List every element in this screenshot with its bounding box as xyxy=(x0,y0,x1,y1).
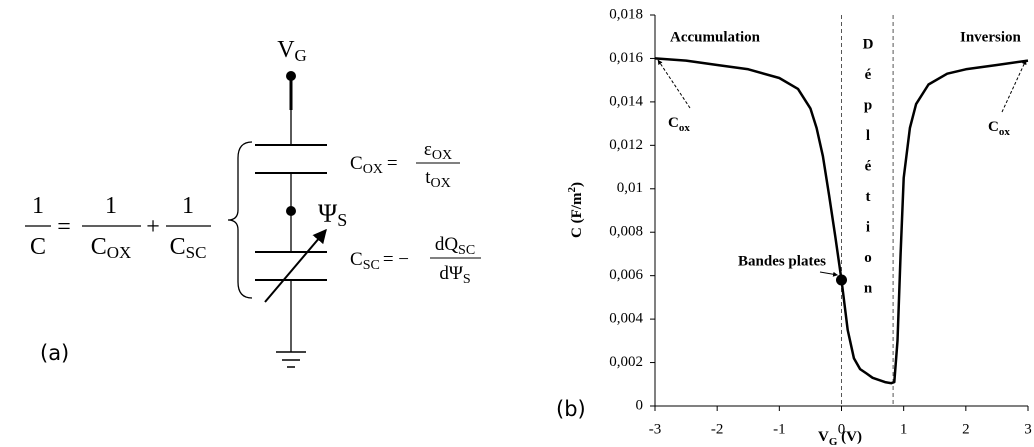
formula-text: CSC xyxy=(170,234,207,262)
annotation-letter: é xyxy=(865,158,872,174)
node xyxy=(286,206,296,216)
csc-eq: C xyxy=(350,249,363,270)
y-axis-label: C (F/m2) xyxy=(566,182,586,238)
annotation-letter: n xyxy=(864,280,873,296)
cox-eq: ε xyxy=(424,139,432,160)
y-tick-label: 0,004 xyxy=(609,311,643,327)
x-axis-label: VG (V) xyxy=(818,429,862,447)
cox-eq: C xyxy=(350,153,363,174)
annotation-letter: D xyxy=(863,36,874,52)
cox-eq: tOX xyxy=(425,167,451,191)
formula-text: COX xyxy=(91,234,132,262)
annotation: C xyxy=(988,119,999,135)
formula-text: C xyxy=(91,234,107,260)
csc-eq: dQSC xyxy=(435,234,475,258)
gate-sub: G xyxy=(295,46,307,65)
formula-text: 1 xyxy=(182,193,194,219)
cox-eq: t xyxy=(425,167,431,188)
variable-arrow xyxy=(264,228,327,303)
annotation-sub: ox xyxy=(679,122,691,134)
y-tick-label: 0,012 xyxy=(609,137,643,153)
cox-eq-sub: OX xyxy=(431,176,451,191)
x-axis-label-sub: G xyxy=(829,436,838,447)
csc-eq-sub: SC xyxy=(458,243,475,258)
x-tick-label: -3 xyxy=(649,421,662,437)
surface-label: Ψ xyxy=(318,199,338,228)
x-tick-label: 3 xyxy=(1024,421,1032,437)
cox-eq: εOX xyxy=(424,139,452,163)
panel-label: (a) xyxy=(40,341,69,365)
annotation-letter: p xyxy=(864,97,872,113)
y-axis-label-sup: 2 xyxy=(566,187,578,193)
cox-eq-sub: OX xyxy=(432,148,452,163)
formula-text: 1 xyxy=(105,193,117,219)
cox-eq: = xyxy=(387,153,398,174)
csc-eq: CSC = − xyxy=(350,249,409,273)
x-axis-label: (V) xyxy=(837,429,862,445)
formula-text: C xyxy=(170,234,186,260)
annotation-letter: l xyxy=(866,128,870,144)
formula-text: 1 xyxy=(32,193,44,219)
annotation-arrow xyxy=(1001,59,1027,113)
cox-eq-sub: OX xyxy=(363,162,383,177)
y-tick-label: 0,006 xyxy=(609,267,643,283)
y-axis-label: C (F/m xyxy=(569,192,585,238)
formula-sub: SC xyxy=(186,243,207,262)
formula-text: + xyxy=(146,214,160,240)
annotation-arrow xyxy=(657,59,691,109)
formula-text: C xyxy=(30,234,46,260)
csc-eq: dQ xyxy=(435,234,459,255)
panel-label: (b) xyxy=(556,397,586,421)
annotation-sub: ox xyxy=(999,126,1011,138)
surface-sub: S xyxy=(337,210,347,230)
annotation: Cox xyxy=(988,119,1010,137)
csc-eq-sub: SC xyxy=(363,258,380,273)
gate-label: VG xyxy=(277,37,307,65)
y-tick-label: 0,002 xyxy=(609,354,643,370)
cox-eq: COX = xyxy=(350,153,398,177)
brace xyxy=(227,141,253,299)
annotation: Cox xyxy=(668,115,690,133)
annotation-letter: o xyxy=(864,250,872,266)
annotation: Accumulation xyxy=(670,29,761,45)
gate-label: V xyxy=(277,37,295,63)
y-tick-label: 0,016 xyxy=(609,50,643,66)
annotation: Bandes plates xyxy=(738,253,826,269)
x-tick-label: 1 xyxy=(900,421,908,437)
csc-eq: dΨ xyxy=(439,263,463,284)
x-tick-label: 2 xyxy=(962,421,970,437)
annotation-arrow xyxy=(819,271,838,277)
csc-eq: = − xyxy=(383,249,409,270)
diagram: 1 C = 1 COX + 1 CSC VG ΨS COX = εOX tOX xyxy=(25,37,481,368)
annotation-letter: t xyxy=(866,189,871,205)
annotation-letter: é xyxy=(865,67,872,83)
y-tick-label: 0,018 xyxy=(609,6,643,22)
formula-sub: OX xyxy=(107,243,132,262)
x-tick-label: 0 xyxy=(838,421,846,437)
x-axis-label: V xyxy=(818,429,829,445)
annotation-letter: i xyxy=(866,219,870,235)
y-tick-label: 0,01 xyxy=(617,180,643,196)
csc-eq: dΨS xyxy=(439,263,470,287)
x-tick-label: -2 xyxy=(711,421,724,437)
chart: 0 0,002 0,004 0,006 0,008 0,01 0,012 0,014 0,016… xyxy=(566,6,1032,447)
annotation: Inversion xyxy=(960,29,1022,45)
surface-label: ΨS xyxy=(318,199,347,230)
data-line xyxy=(654,57,1029,385)
y-tick-label: 0,008 xyxy=(609,224,643,240)
x-tick-label: -1 xyxy=(773,421,786,437)
flat-band-point xyxy=(836,274,847,286)
y-tick-label: 0,014 xyxy=(609,93,643,109)
y-tick-label: 0 xyxy=(636,397,644,413)
y-axis-label: ) xyxy=(569,182,585,187)
annotation: C xyxy=(668,115,679,131)
csc-eq-sub: S xyxy=(463,272,471,287)
formula-text: = xyxy=(57,214,71,240)
